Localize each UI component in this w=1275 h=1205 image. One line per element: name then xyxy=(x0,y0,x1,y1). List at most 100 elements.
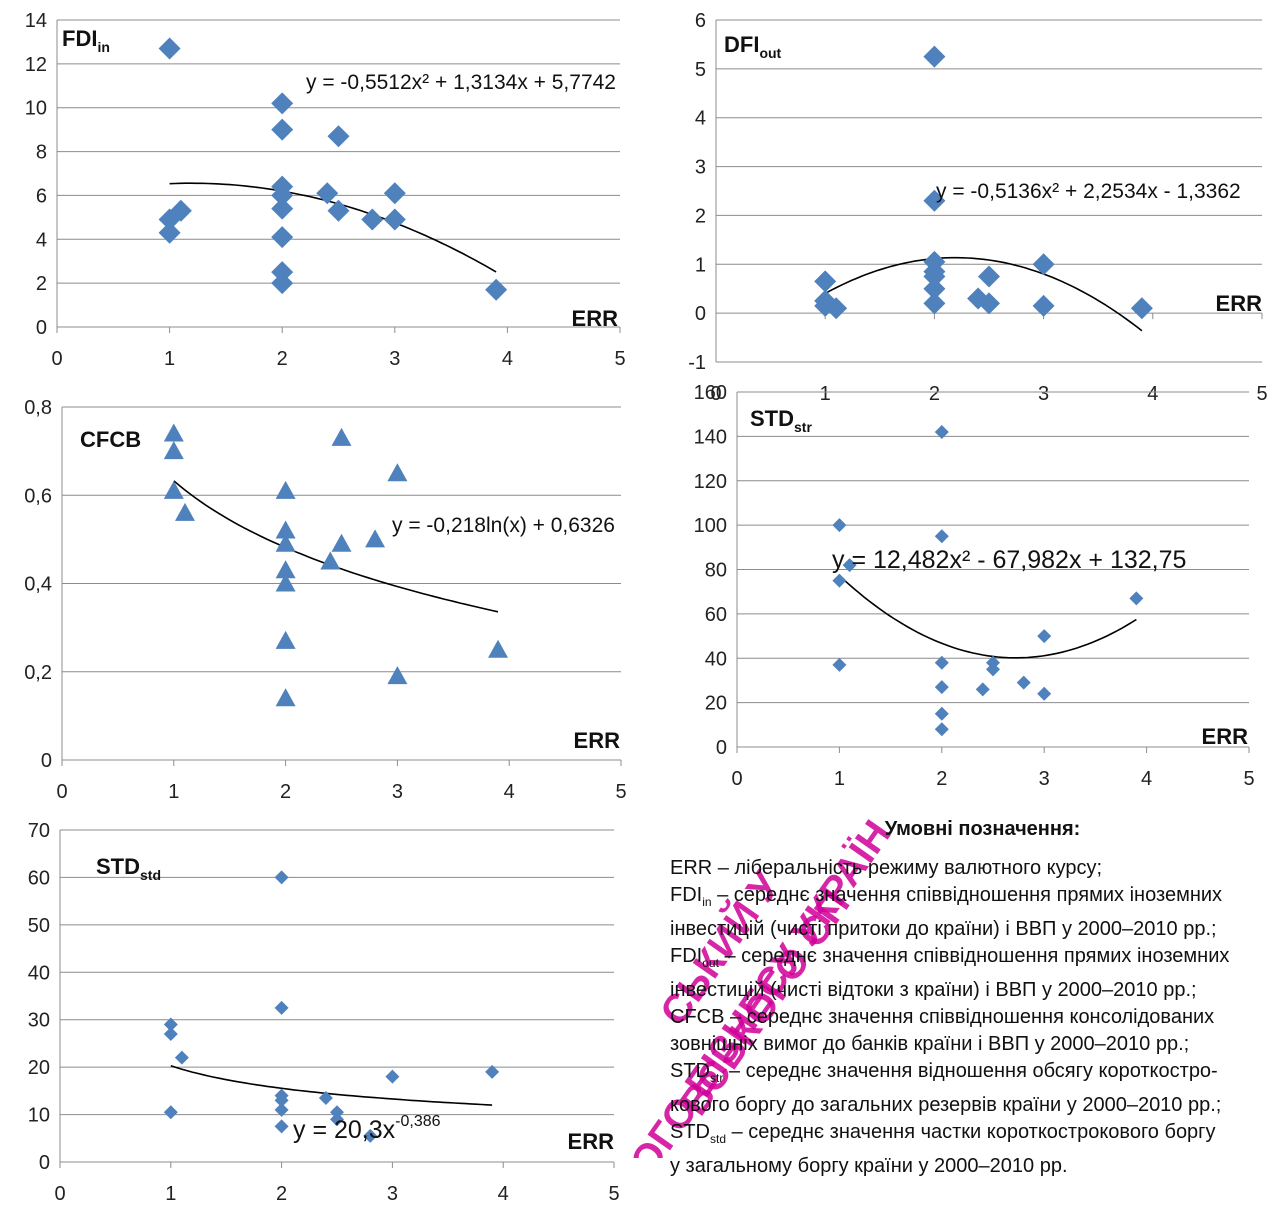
x-tick-label: 3 xyxy=(1038,383,1049,405)
y-tick-label: 70 xyxy=(28,820,50,842)
data-point xyxy=(275,520,296,539)
legend-symbol-subscript: out xyxy=(702,956,719,970)
data-point xyxy=(275,480,296,499)
data-point xyxy=(331,427,352,446)
x-tick-label: 4 xyxy=(502,348,513,370)
y-tick-label: 20 xyxy=(28,1057,50,1079)
x-tick-label: 4 xyxy=(1147,383,1158,405)
x-tick-label: 3 xyxy=(1039,768,1050,790)
data-point xyxy=(1037,686,1052,701)
y-tick-label: 14 xyxy=(25,10,47,32)
x-tick-label: 2 xyxy=(929,383,940,405)
legend-symbol-subscript: str xyxy=(710,1071,724,1085)
data-point xyxy=(158,37,181,60)
data-point xyxy=(842,558,857,573)
x-tick-label: 2 xyxy=(280,781,291,803)
y-tick-label: 80 xyxy=(705,560,727,582)
x-tick-label: 4 xyxy=(504,781,515,803)
legend-description: – ліберальність режиму валютного курсу; xyxy=(712,857,1103,879)
x-axis-label: ERR xyxy=(572,306,619,331)
trendline xyxy=(824,256,1143,332)
panel-title: STDstd xyxy=(96,854,161,883)
x-tick-label: 5 xyxy=(615,781,626,803)
x-tick-label: 2 xyxy=(936,768,947,790)
legend-description: інвестицій (чисті притоки до країни) і В… xyxy=(670,918,1217,940)
legend-description: – середнє значення співвідношення прямих… xyxy=(711,884,1223,906)
data-point xyxy=(361,208,384,231)
y-tick-label: 40 xyxy=(705,648,727,670)
data-point xyxy=(275,688,296,707)
data-point xyxy=(275,533,296,552)
y-tick-label: 60 xyxy=(705,604,727,626)
y-tick-label: 10 xyxy=(28,1105,50,1127)
y-tick-label: 160 xyxy=(694,382,727,404)
legend-description: – середнє значення частки короткостроков… xyxy=(726,1121,1216,1143)
legend-description: інвестицій (чисті відтоки з країни) і ВВ… xyxy=(670,979,1197,1001)
data-point xyxy=(934,722,949,737)
data-point xyxy=(923,45,946,68)
data-point xyxy=(163,480,184,499)
data-point xyxy=(330,1112,344,1127)
legend-symbol: FDI xyxy=(670,884,703,906)
x-tick-label: 4 xyxy=(498,1183,509,1205)
x-tick-label: 0 xyxy=(731,768,742,790)
data-point xyxy=(923,292,946,315)
data-point xyxy=(163,1017,178,1032)
data-point xyxy=(320,551,341,570)
data-point xyxy=(274,1000,289,1015)
data-point xyxy=(1016,675,1031,690)
data-point xyxy=(274,1102,289,1117)
data-point xyxy=(271,118,294,141)
data-point xyxy=(271,184,294,207)
legend-description: – середнє значення співвідношення прямих… xyxy=(718,945,1230,967)
data-point xyxy=(274,1093,289,1108)
legend-description: кового боргу до загальних резервів країн… xyxy=(670,1094,1222,1116)
x-tick-label: 1 xyxy=(168,781,179,803)
y-tick-label: 5 xyxy=(695,59,706,81)
x-tick-label: 2 xyxy=(276,1183,287,1205)
data-point xyxy=(385,1069,400,1084)
y-tick-label: 50 xyxy=(28,915,50,937)
data-point xyxy=(174,1050,189,1065)
y-tick-label: 4 xyxy=(695,108,706,130)
data-point xyxy=(327,199,350,222)
data-point xyxy=(274,870,289,885)
data-point xyxy=(163,1026,178,1041)
x-tick-label: 1 xyxy=(834,768,845,790)
data-point xyxy=(163,423,184,442)
legend-description: зовнішніх вимог до банків країни і ВВП у… xyxy=(670,1033,1190,1055)
legend-symbol: FDI xyxy=(670,945,703,967)
y-tick-label: 0 xyxy=(41,750,52,772)
legend-description: у загальному боргу країни у 2000–2010 рр… xyxy=(670,1155,1068,1177)
trendline xyxy=(838,575,1137,659)
trendline xyxy=(169,182,497,273)
legend-symbol: STD xyxy=(670,1121,710,1143)
x-tick-label: 5 xyxy=(1243,768,1254,790)
data-point xyxy=(488,639,509,658)
x-tick-label: 0 xyxy=(51,348,62,370)
data-point xyxy=(978,265,1000,288)
y-tick-label: 6 xyxy=(36,185,47,207)
data-point xyxy=(383,208,406,231)
x-tick-label: 3 xyxy=(392,781,403,803)
legend-item: інвестицій (чисті притоки до країни) і В… xyxy=(670,916,1275,943)
legend-item: STDstr – середнє значення відношення обс… xyxy=(670,1058,1275,1092)
trend-equation: y = 12,482x² - 67,982x + 132,75 xyxy=(832,546,1186,574)
chart-cfcb: 0 0,2 0,4 0,6 0,8 0 1 2 3 4 5 CFCB ERR y = -0,218ln(x… xyxy=(24,397,626,803)
legend-symbol: ERR xyxy=(670,857,713,879)
data-point xyxy=(832,573,847,588)
x-tick-label: 0 xyxy=(710,383,721,405)
x-tick-label: 1 xyxy=(164,348,175,370)
y-tick-label: 6 xyxy=(695,10,706,32)
y-tick-label: 20 xyxy=(705,693,727,715)
y-tick-label: 60 xyxy=(28,867,50,889)
data-point xyxy=(383,182,406,205)
x-axis-label: ERR xyxy=(568,1129,615,1154)
data-point xyxy=(923,277,946,300)
data-point xyxy=(1129,591,1144,606)
legend-item: STDstd – середнє значення частки коротко… xyxy=(670,1119,1275,1153)
y-tick-label: 100 xyxy=(694,515,727,537)
x-tick-label: 1 xyxy=(820,383,831,405)
legend-item: ERR – ліберальність режиму валютного кур… xyxy=(670,855,1275,882)
